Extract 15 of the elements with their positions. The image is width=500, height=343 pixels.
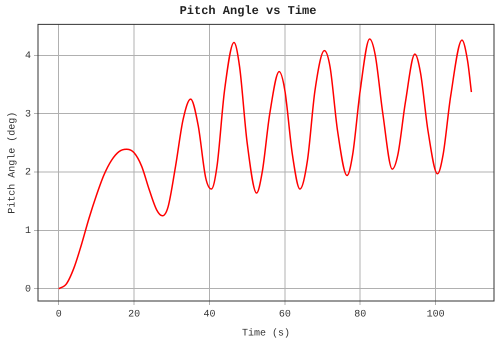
y-tick-label: 1 [24, 226, 31, 238]
y-axis-title: Pitch Angle (deg) [6, 112, 19, 214]
x-tick-label: 60 [278, 310, 291, 321]
y-tick-label: 3 [24, 109, 31, 120]
x-tick-label: 80 [354, 310, 366, 321]
x-tick-label: 100 [426, 310, 445, 321]
x-tick-label: 20 [128, 310, 140, 321]
x-tick-label: 0 [56, 310, 62, 321]
x-tick-label: 40 [203, 310, 216, 321]
chart-title: Pitch Angle vs Time [180, 4, 316, 18]
y-tick-label: 2 [24, 168, 31, 179]
x-axis-title: Time (s) [242, 328, 290, 340]
y-tick-label: 0 [24, 284, 31, 296]
y-tick-label: 4 [24, 50, 31, 62]
line-series [58, 38, 472, 290]
